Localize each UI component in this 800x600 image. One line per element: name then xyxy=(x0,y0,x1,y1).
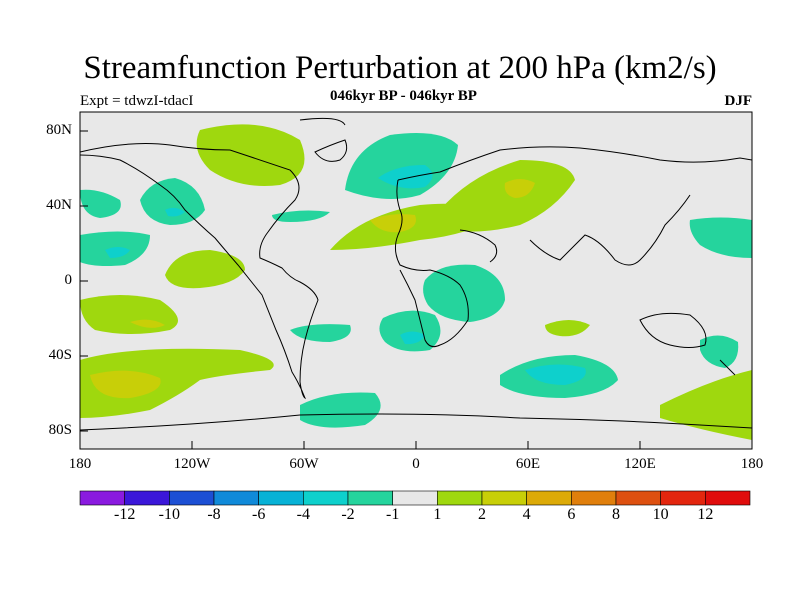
map-field xyxy=(80,112,752,449)
colorbar-swatch xyxy=(347,490,393,506)
colorbar-label: -10 xyxy=(158,506,180,523)
colorbar-swatch xyxy=(526,490,572,506)
colorbar-label: 2 xyxy=(478,506,486,523)
lon-label-60e: 60E xyxy=(515,456,541,472)
colorbar-swatch xyxy=(481,490,527,506)
colorbar-swatch xyxy=(615,490,661,506)
lat-label-80s: 80S xyxy=(48,422,72,438)
colorbar-label: -1 xyxy=(385,506,400,523)
lon-label-120e: 120E xyxy=(624,456,656,472)
lon-label-180w: 180 xyxy=(68,456,92,472)
colorbar-swatch xyxy=(392,490,438,506)
colorbar-label: 4 xyxy=(522,506,531,523)
lon-label-180e: 180 xyxy=(740,456,764,472)
colorbar xyxy=(79,490,751,506)
lon-label-60w: 60W xyxy=(289,456,319,472)
colorbar-swatch xyxy=(79,490,125,506)
colorbar-swatch xyxy=(571,490,617,506)
colorbar-swatch xyxy=(660,490,706,506)
positive-anomaly-regions xyxy=(80,124,752,440)
lat-label-40n: 40N xyxy=(46,197,72,213)
strong-negative-anomaly-regions xyxy=(105,165,586,385)
colorbar-swatch xyxy=(437,490,483,506)
season-label: DJF xyxy=(724,93,753,109)
colorbar-label: 6 xyxy=(567,506,576,523)
colorbar-swatch xyxy=(124,490,170,506)
colorbar-label: -2 xyxy=(341,506,355,523)
colorbar-swatch xyxy=(169,490,215,506)
colorbar-swatch xyxy=(213,490,259,506)
colorbar-label: 1 xyxy=(433,506,442,523)
colorbar-label: -12 xyxy=(113,506,136,523)
colorbar-label: -8 xyxy=(207,506,221,523)
negative-anomaly-regions xyxy=(80,132,752,428)
colorbar-label: -4 xyxy=(296,506,310,523)
chart-title: Streamfunction Perturbation at 200 hPa (… xyxy=(83,50,717,86)
axis-ticks xyxy=(79,130,753,449)
strong-positive-anomaly-regions xyxy=(90,179,535,399)
colorbar-label: 12 xyxy=(697,506,714,523)
colorbar-label: -6 xyxy=(251,506,266,523)
colorbar-label: 10 xyxy=(652,506,669,523)
coastlines xyxy=(80,117,752,431)
lat-label-80n: 80N xyxy=(46,122,72,138)
lat-label-40s: 40S xyxy=(48,347,72,363)
colorbar-label: 8 xyxy=(612,506,620,523)
lon-label-0: 0 xyxy=(412,456,420,472)
lat-label-eq: 0 xyxy=(64,272,73,288)
lon-label-120w: 120W xyxy=(173,456,211,472)
colorbar-swatch xyxy=(258,490,304,506)
colorbar-swatch xyxy=(705,490,751,506)
colorbar-swatch xyxy=(303,490,349,506)
experiment-label: Expt = tdwzI-tdacI xyxy=(80,93,194,109)
period-label: 046kyr BP - 046kyr BP xyxy=(330,88,477,104)
